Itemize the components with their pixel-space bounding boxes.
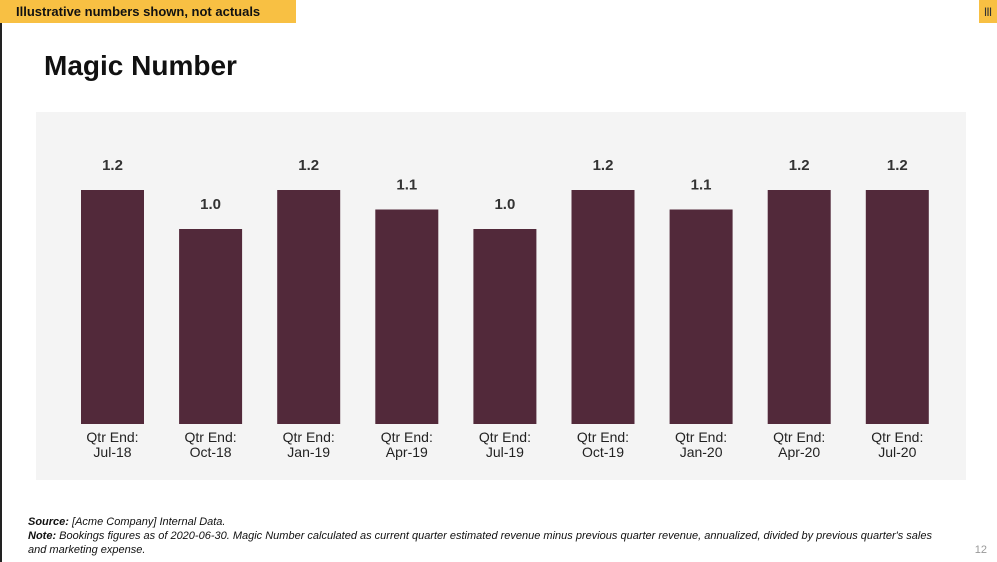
bar-apr-20 — [767, 190, 831, 424]
bar-oct-19 — [571, 190, 635, 424]
bar-oct-18 — [179, 229, 243, 424]
note-text: Bookings figures as of 2020-06-30. Magic… — [28, 530, 932, 556]
category-label: Qtr End: — [381, 429, 433, 445]
left-edge-rule — [0, 0, 2, 562]
disclaimer-banner: Illustrative numbers shown, not actuals — [0, 0, 296, 23]
category-label: Qtr End: — [675, 429, 727, 445]
bar-jul-19 — [473, 229, 537, 424]
source-label: Source: — [28, 516, 69, 528]
value-label: 1.2 — [593, 157, 614, 174]
value-label: 1.0 — [200, 196, 221, 213]
footnote: Source: [Acme Company] Internal Data. No… — [28, 515, 948, 557]
category-label: Oct-19 — [582, 444, 624, 460]
value-label: 1.2 — [789, 157, 810, 174]
bar-jan-19 — [277, 190, 341, 424]
value-label: 1.2 — [887, 157, 908, 174]
source-text: [Acme Company] Internal Data. — [68, 516, 226, 528]
note-line: Note: Bookings figures as of 2020-06-30.… — [28, 529, 948, 557]
bar-jan-20 — [669, 209, 733, 424]
category-label: Apr-19 — [386, 444, 428, 460]
bar-jul-18 — [81, 190, 144, 424]
category-label: Jul-19 — [486, 444, 524, 460]
value-label: 1.2 — [298, 157, 319, 174]
category-label: Qtr End: — [86, 429, 138, 445]
category-label: Qtr End: — [871, 429, 923, 445]
category-label: Oct-18 — [190, 444, 232, 460]
category-label: Jan-20 — [680, 444, 723, 460]
category-label: Jul-20 — [878, 444, 916, 460]
category-label: Qtr End: — [773, 429, 825, 445]
note-label: Note: — [28, 530, 57, 542]
page-number: 12 — [974, 544, 987, 556]
value-label: 1.2 — [102, 157, 123, 174]
chart-panel: 1.2 Qtr End: Jul-18 1.0 Qtr End: Oct-18 1.2 Qtr… — [36, 112, 966, 480]
category-label: Qtr End: — [283, 429, 335, 445]
page-title: Magic Number — [44, 50, 237, 81]
category-label: Jul-18 — [93, 444, 131, 460]
category-label: Apr-20 — [778, 444, 820, 460]
corner-mark: ||| — [979, 0, 997, 23]
category-label: Qtr End: — [185, 429, 237, 445]
category-label: Qtr End: — [577, 429, 629, 445]
bar-jul-20 — [865, 190, 929, 424]
bar-apr-19 — [375, 209, 439, 424]
category-label: Qtr End: — [479, 429, 531, 445]
value-label: 1.1 — [396, 177, 417, 194]
value-label: 1.1 — [691, 177, 712, 194]
source-line: Source: [Acme Company] Internal Data. — [28, 515, 948, 529]
category-label: Jan-19 — [287, 444, 330, 460]
value-label: 1.0 — [494, 196, 515, 213]
